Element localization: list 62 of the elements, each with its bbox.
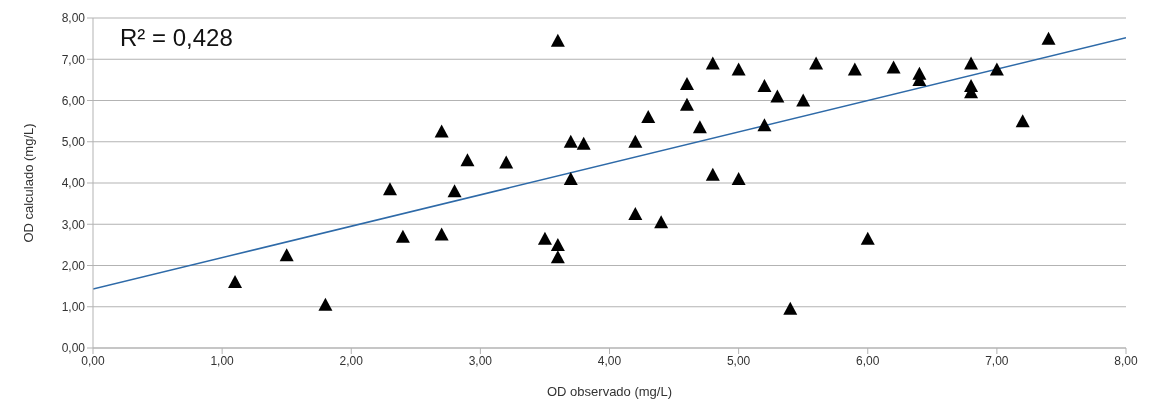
point	[731, 62, 746, 76]
point	[692, 120, 707, 134]
point	[563, 134, 578, 148]
y-axis-title: OD calculado (mg/L)	[20, 123, 36, 243]
point	[964, 56, 979, 70]
point	[499, 155, 514, 169]
point	[731, 171, 746, 185]
x-tick-label: 3,00	[468, 353, 493, 368]
point	[563, 171, 578, 185]
x-tick-label: 6,00	[856, 353, 880, 368]
point	[550, 33, 565, 47]
point	[395, 229, 410, 243]
point	[460, 153, 475, 167]
x-tick-label: 2,00	[339, 353, 364, 368]
point	[705, 56, 720, 70]
y-tick-label: 2,00	[61, 258, 86, 273]
y-tick-label: 7,00	[61, 52, 86, 67]
point	[796, 93, 811, 107]
point	[447, 184, 462, 198]
point	[576, 136, 591, 150]
point	[434, 124, 449, 138]
x-tick-label: 5,00	[726, 353, 751, 368]
point	[989, 62, 1004, 76]
x-tick-label: 4,00	[597, 353, 622, 368]
point	[757, 118, 772, 132]
point	[886, 60, 901, 74]
point	[434, 227, 449, 241]
point	[654, 215, 669, 229]
point	[679, 77, 694, 90]
x-tick-label: 8,00	[1114, 353, 1138, 368]
annotation: R² = 0,428	[120, 24, 233, 52]
point	[679, 97, 694, 111]
x-tick-label: 7,00	[985, 353, 1009, 368]
point	[705, 167, 720, 181]
point	[318, 297, 333, 311]
point	[550, 237, 565, 251]
point	[1041, 31, 1056, 45]
y-tick-label: 0,00	[61, 341, 86, 356]
point	[809, 56, 824, 70]
y-tick-label: 8,00	[61, 11, 86, 26]
point	[537, 231, 552, 245]
point	[628, 206, 643, 220]
point	[847, 62, 862, 76]
point	[770, 89, 785, 103]
point	[628, 134, 643, 148]
y-tick-label: 3,00	[61, 217, 86, 232]
y-tick-label: 6,00	[61, 93, 86, 108]
x-tick-label: 1,00	[210, 353, 235, 368]
point	[550, 250, 565, 264]
point	[783, 301, 798, 315]
y-tick-label: 5,00	[61, 135, 86, 150]
y-tick-label: 4,00	[61, 176, 86, 191]
point	[860, 231, 875, 245]
point	[641, 110, 656, 123]
point	[757, 79, 772, 93]
y-tick-label: 1,00	[61, 300, 86, 315]
point	[382, 182, 397, 196]
x-tick-label: 0,00	[81, 353, 105, 368]
point	[279, 248, 294, 262]
x-axis-title: OD observado (mg/L)	[547, 384, 672, 399]
point	[228, 275, 243, 288]
point	[1015, 114, 1030, 128]
